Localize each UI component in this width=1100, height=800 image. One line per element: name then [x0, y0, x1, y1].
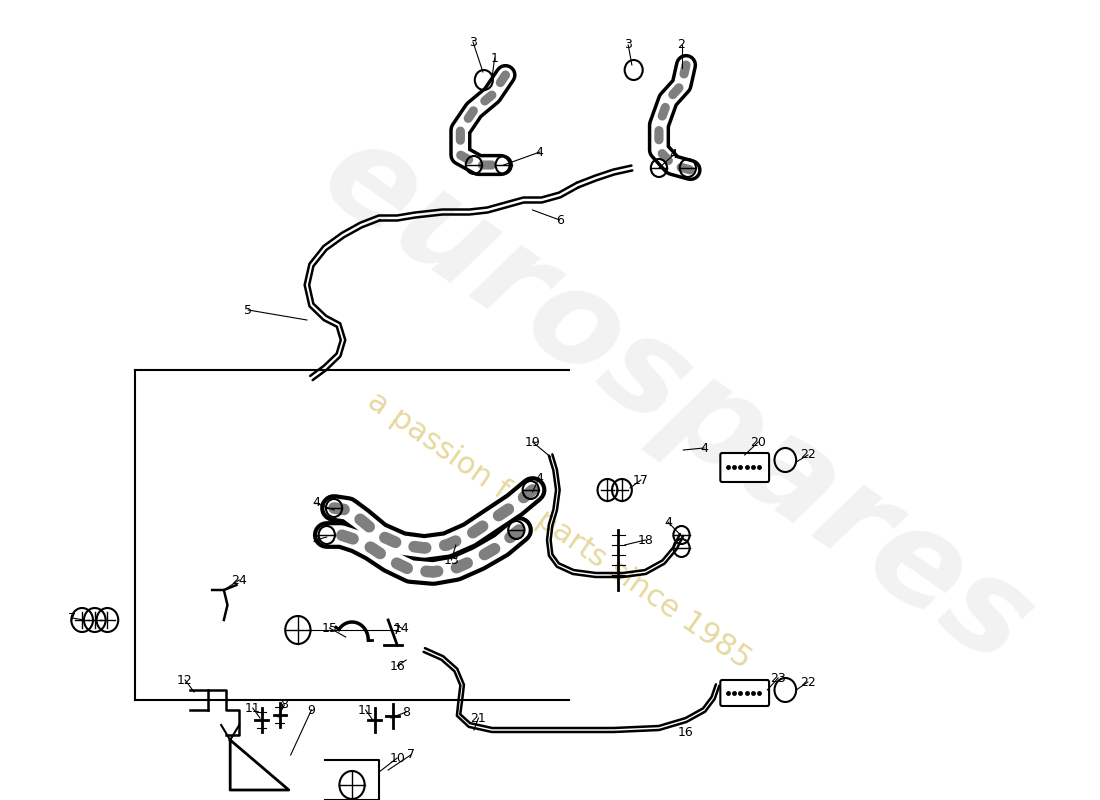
- Text: 20: 20: [750, 435, 767, 449]
- Text: 11: 11: [245, 702, 261, 714]
- Text: 19: 19: [525, 435, 540, 449]
- Text: 15: 15: [321, 622, 338, 634]
- Text: 16: 16: [389, 659, 405, 673]
- Text: 4: 4: [664, 515, 672, 529]
- Text: a passion for parts since 1985: a passion for parts since 1985: [363, 386, 757, 674]
- Text: 4: 4: [535, 471, 542, 485]
- Text: 6: 6: [556, 214, 563, 226]
- Text: 4: 4: [536, 146, 543, 158]
- FancyBboxPatch shape: [720, 680, 769, 706]
- Text: 7: 7: [68, 611, 76, 625]
- Text: 18: 18: [638, 534, 653, 546]
- Text: 23: 23: [770, 671, 786, 685]
- Text: 16: 16: [679, 726, 694, 738]
- Text: 5: 5: [244, 303, 252, 317]
- Text: 1: 1: [491, 51, 498, 65]
- Text: 7: 7: [407, 749, 415, 762]
- Text: 24: 24: [231, 574, 248, 586]
- Text: 4: 4: [312, 497, 320, 510]
- Text: 12: 12: [177, 674, 192, 686]
- Text: 22: 22: [800, 675, 816, 689]
- Text: 8: 8: [280, 698, 288, 711]
- Text: 3: 3: [625, 38, 632, 51]
- Text: 4: 4: [670, 149, 678, 162]
- Text: 10: 10: [389, 751, 405, 765]
- Text: 8: 8: [403, 706, 410, 718]
- Text: 11: 11: [358, 703, 374, 717]
- Text: 4: 4: [312, 534, 320, 546]
- Text: 7: 7: [393, 623, 402, 637]
- Text: eurospares: eurospares: [299, 109, 1055, 691]
- Text: 4: 4: [700, 442, 708, 454]
- Polygon shape: [230, 740, 289, 790]
- Text: 21: 21: [471, 711, 486, 725]
- Text: 22: 22: [800, 449, 816, 462]
- Text: 17: 17: [632, 474, 649, 486]
- Text: 13: 13: [443, 554, 459, 566]
- Text: 3: 3: [469, 35, 477, 49]
- Text: 9: 9: [308, 703, 316, 717]
- Text: 14: 14: [394, 622, 409, 634]
- Text: 2: 2: [678, 38, 685, 51]
- FancyBboxPatch shape: [720, 453, 769, 482]
